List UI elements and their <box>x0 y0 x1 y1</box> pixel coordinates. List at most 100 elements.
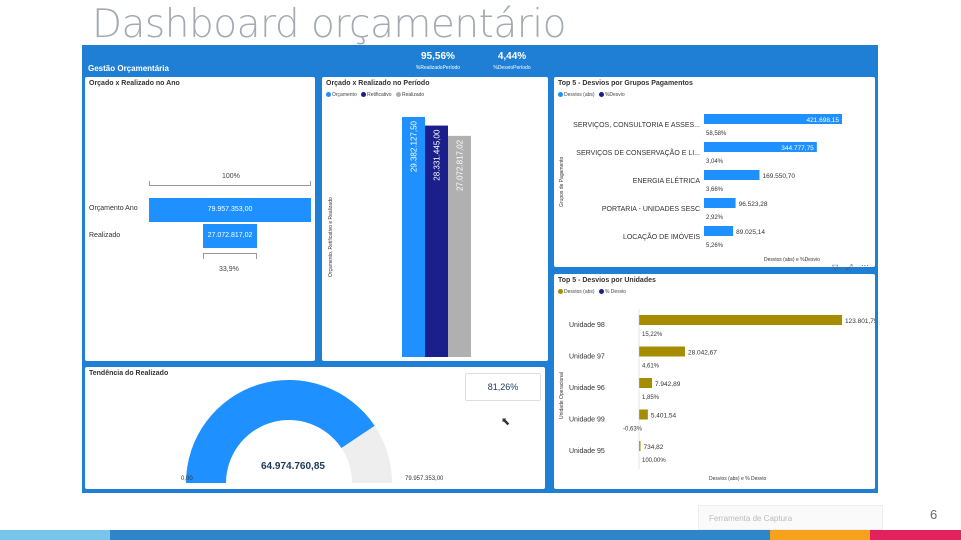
legend-label: Orçamento <box>332 92 357 98</box>
panel-top5-unidades[interactable]: Top 5 - Desvios por Unidades Desvios (ab… <box>554 274 875 489</box>
bar-data-label: 7.942,89 <box>655 381 681 388</box>
bar-value: 79.957.353,00 <box>207 206 253 213</box>
legend-dot <box>558 289 563 295</box>
pct-data-label: 3,04% <box>706 159 724 165</box>
capture-tool-overlay[interactable]: Ferramenta de Captura <box>698 505 883 530</box>
panel-orcado-realizado-ano[interactable]: Orçado x Realizado no Ano 100% Orçamento… <box>85 77 315 361</box>
panel-tendencia-realizado[interactable]: Tendência do Realizado 0,00 79.957.353,0… <box>85 367 545 489</box>
kpi-label: %RealizadoPeríodo <box>415 65 461 71</box>
legend-item: %Desvio <box>598 92 625 98</box>
panel-title: Orçado x Realizado no Período <box>326 80 430 87</box>
footer-strip <box>0 530 110 540</box>
category-label: Unidade 99 <box>569 417 605 424</box>
bar-orçamento <box>402 117 425 357</box>
bar-orcamento-ano[interactable]: 79.957.353,00 <box>149 198 311 222</box>
kpi-label: %DesvioPeríodo <box>493 65 531 71</box>
panel-top5-grupos[interactable]: Top 5 - Desvios por Grupos Pagamentos De… <box>554 77 875 272</box>
slide-title: Dashboard orçamentário <box>92 2 567 47</box>
gauge-fill <box>186 379 375 483</box>
dashboard-title: Gestão Orçamentária <box>88 64 169 73</box>
bar-value: 27.072.817,02 <box>207 232 253 239</box>
card-pct[interactable]: 81,26% <box>465 373 541 401</box>
bar-data-label: 27.072.817,02 <box>456 139 465 191</box>
legend-dot <box>598 289 604 295</box>
bar-data-label: 169.550,70 <box>762 173 795 180</box>
periodo-chart: 29.382.127,50 28.331.445,00 27.072.817,02 <box>402 117 471 357</box>
row-label-realizado: Realizado <box>89 232 121 239</box>
dashboard: Gestão Orçamentária 95,56% %RealizadoPer… <box>82 45 878 493</box>
chart-legend: Orçamento Retificativo Realizado <box>326 92 427 98</box>
bar-desvio-abs <box>639 409 648 420</box>
bar-desvio-abs <box>639 441 641 451</box>
bar-realizado <box>448 135 471 357</box>
legend-dot <box>326 92 331 98</box>
row-label-orcamento: Orçamento Ano <box>89 205 138 212</box>
panel-title: Tendência do Realizado <box>89 370 169 377</box>
bar-data-label: 29.382.127,50 <box>410 120 419 172</box>
pct-bottom-label: 33,9% <box>219 266 239 273</box>
legend-label: Desvios (abs) <box>564 92 595 98</box>
grupos-chart: SERVIÇOS, CONSULTORIA E ASSES... 421.698,… <box>573 114 842 249</box>
bar-data-label: 734,82 <box>644 444 664 451</box>
bar-desvio-abs <box>704 226 734 236</box>
category-label: PORTARIA - UNIDADES SESC <box>602 206 700 213</box>
footer-strip <box>110 530 770 540</box>
legend-item: Realizado <box>395 92 424 98</box>
kpi-value: 95,56% <box>421 51 455 62</box>
legend-label: Retificativo <box>367 92 392 98</box>
pct-data-label: 15,22% <box>642 332 663 338</box>
category-label: Unidade 97 <box>569 354 605 361</box>
bracket-top <box>149 181 311 186</box>
bar-desvio-abs <box>639 378 653 388</box>
bar-data-label: 28.042,67 <box>688 350 717 357</box>
filter-icon[interactable]: ▽ <box>832 263 839 272</box>
bracket-bottom <box>202 253 258 259</box>
legend-item: % Desvio <box>598 289 627 295</box>
footer-strip <box>770 530 870 540</box>
bar-desvio-abs <box>704 198 736 208</box>
more-options-icon[interactable]: ⋯ <box>861 261 869 270</box>
kpi-value: 4,44% <box>497 51 527 62</box>
gauge-chart <box>186 379 392 483</box>
legend-label: % Desvio <box>604 289 627 295</box>
kpi-desvio-periodo: 4,44% %DesvioPeríodo <box>482 51 542 71</box>
category-label: Unidade 96 <box>569 385 605 392</box>
pct-data-label: 3,66% <box>706 187 724 193</box>
bar-data-label: 123.801,75 <box>845 318 875 325</box>
bar-data-label: 96.523,28 <box>739 201 768 208</box>
legend-dot <box>598 92 604 98</box>
unidades-chart: Unidade 98 123.801,75 15,22% Unidade 97 28.0… <box>569 309 875 469</box>
chart-legend: Desvios (abs) % Desvio <box>558 289 629 295</box>
bar-data-label: 344.777,75 <box>781 145 814 152</box>
gauge-value-label: 64.974.760,85 <box>261 461 325 472</box>
pct-data-label: 58,58% <box>706 131 727 137</box>
panel-title: Top 5 - Desvios por Unidades <box>558 277 656 284</box>
bar-realizado-ano[interactable]: 27.072.817,02 <box>202 224 258 248</box>
bar-retificativo <box>425 125 448 357</box>
bar-desvio-abs <box>704 170 760 180</box>
legend-dot <box>395 92 401 98</box>
capture-tool-label: Ferramenta de Captura <box>709 514 793 523</box>
legend-item: Desvios (abs) <box>558 289 595 295</box>
legend-item: Retificativo <box>361 92 392 98</box>
focus-mode-icon[interactable]: ⤢ <box>846 263 853 272</box>
pct-data-label: 4,61% <box>642 364 660 370</box>
legend-label: Desvios (abs) <box>564 289 595 295</box>
category-label: Unidade 98 <box>569 322 605 329</box>
legend-dot <box>361 92 367 98</box>
gauge-min-label: 0,00 <box>181 476 193 482</box>
kpi-realizado-periodo: 95,56% %RealizadoPeríodo <box>408 51 468 71</box>
legend-label: %Desvio <box>604 92 625 98</box>
legend-item: Desvios (abs) <box>558 92 595 98</box>
pct-data-label: -0,63% <box>623 427 643 433</box>
x-axis-title: Desvios (abs) e % Desvio <box>709 476 767 482</box>
panel-title: Top 5 - Desvios por Grupos Pagamentos <box>558 80 693 87</box>
bar-data-label: 421.698,15 <box>806 117 839 124</box>
pct-data-label: 2,92% <box>706 215 724 221</box>
pct-data-label: 100,00% <box>642 458 666 464</box>
x-axis-title: Desvios (abs) e %Desvio <box>764 257 820 263</box>
panel-orcado-realizado-periodo[interactable]: Orçado x Realizado no Período Orçamento … <box>322 77 548 361</box>
category-label: LOCAÇÃO DE IMÓVEIS <box>623 232 700 241</box>
mouse-cursor-icon: ⬉ <box>501 416 511 428</box>
